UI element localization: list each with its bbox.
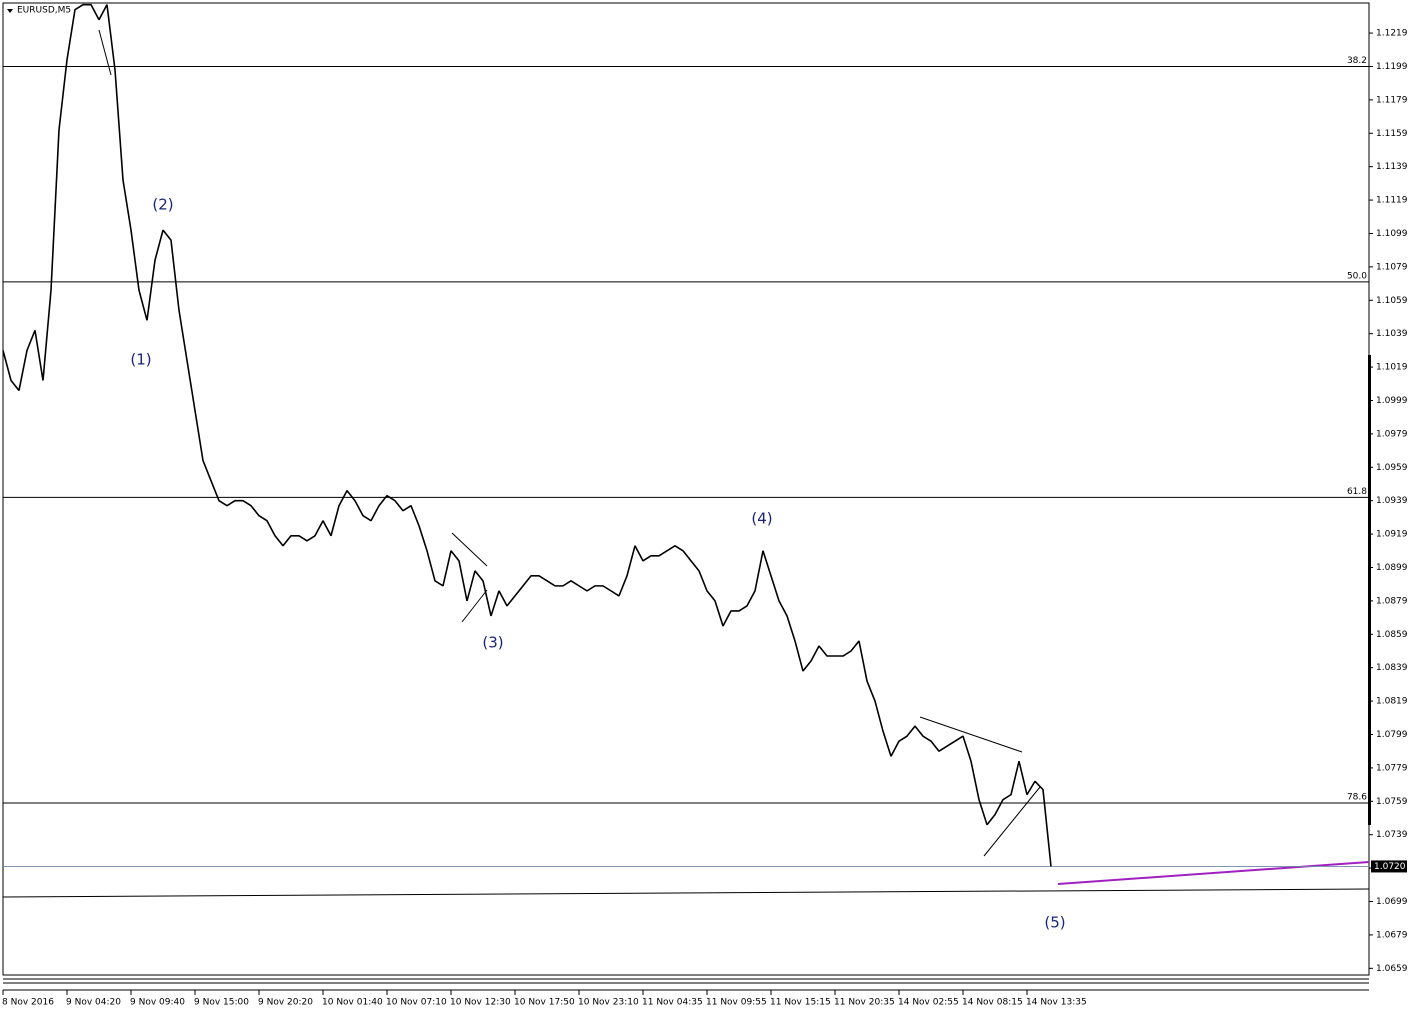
- y-tick-label: 1.0779: [1376, 763, 1408, 773]
- x-tick-label: 9 Nov 04:20: [66, 998, 121, 1008]
- y-tick-label: 1.1159: [1376, 129, 1408, 139]
- trend-line: [98, 29, 112, 76]
- y-tick-label: 1.0659: [1376, 964, 1408, 974]
- y-tick-label: 1.0979: [1376, 429, 1408, 439]
- x-tick-label: 11 Nov 09:55: [706, 998, 767, 1008]
- x-tick-label: 14 Nov 08:15: [962, 998, 1023, 1008]
- y-tick-label: 1.0899: [1376, 563, 1408, 573]
- x-tick-label: 9 Nov 15:00: [194, 998, 249, 1008]
- price-series: [2, 3, 1052, 867]
- trend-line: [1057, 861, 1370, 885]
- y-tick-label: 1.0819: [1376, 697, 1408, 707]
- y-tick-label: 1.1019: [1376, 363, 1408, 373]
- trend-line: [461, 589, 488, 623]
- fib-label: 78.6: [1347, 792, 1367, 802]
- price-box: [1371, 860, 1407, 873]
- y-tick-label: 1.0859: [1376, 630, 1408, 640]
- trend-line: [451, 532, 488, 567]
- wave-label: (1): [130, 351, 151, 369]
- fib-label: 61.8: [1347, 487, 1367, 497]
- wave-label: (5): [1044, 914, 1065, 932]
- x-tick-label: 10 Nov 07:10: [386, 998, 447, 1008]
- x-tick-label: 14 Nov 02:55: [898, 998, 959, 1008]
- y-tick-label: 1.1099: [1376, 229, 1408, 239]
- x-tick-label: 14 Nov 13:35: [1026, 998, 1087, 1008]
- y-tick-label: 1.1119: [1376, 196, 1408, 206]
- x-tick-label: 9 Nov 09:40: [130, 998, 185, 1008]
- y-tick-label: 1.0739: [1376, 830, 1408, 840]
- price-label: 1.0720: [1374, 862, 1406, 872]
- y-tick-label: 1.1079: [1376, 262, 1408, 272]
- y-tick-label: 1.0919: [1376, 530, 1408, 540]
- y-tick-label: 1.1039: [1376, 329, 1408, 339]
- trend-line: [983, 786, 1041, 857]
- y-tick-label: 1.0759: [1376, 797, 1408, 807]
- y-tick-label: 1.0959: [1376, 463, 1408, 473]
- chart-title: EURUSD,M5: [17, 6, 71, 16]
- y-tick-label: 1.1139: [1376, 162, 1408, 172]
- trend-line: [2, 888, 1370, 898]
- y-tick-label: 1.0939: [1376, 496, 1408, 506]
- y-tick-label: 1.1059: [1376, 296, 1408, 306]
- fib-label: 50.0: [1347, 271, 1367, 281]
- x-tick-label: 10 Nov 23:10: [578, 998, 639, 1008]
- trend-line: [919, 716, 1023, 753]
- wave-label: (3): [482, 634, 503, 652]
- y-tick-label: 1.1179: [1376, 95, 1408, 105]
- y-tick-label: 1.1219: [1376, 29, 1408, 39]
- x-tick-label: 11 Nov 20:35: [834, 998, 895, 1008]
- wave-label: (2): [152, 196, 173, 214]
- menu-arrow: [7, 9, 13, 13]
- y-tick-label: 1.0699: [1376, 897, 1408, 907]
- x-tick-label: 10 Nov 12:30: [450, 998, 511, 1008]
- y-tick-label: 1.0999: [1376, 396, 1408, 406]
- plot-frame: [2, 2, 1370, 976]
- y-tick-label: 1.0839: [1376, 663, 1408, 673]
- y-tick-label: 1.1199: [1376, 62, 1408, 72]
- y-tick-label: 1.0879: [1376, 596, 1408, 606]
- wave-label: (4): [751, 510, 772, 528]
- x-tick-label: 8 Nov 2016: [2, 998, 54, 1008]
- x-tick-label: 9 Nov 20:20: [258, 998, 313, 1008]
- y-tick-label: 1.0679: [1376, 930, 1408, 940]
- x-tick-label: 11 Nov 15:15: [770, 998, 831, 1008]
- x-tick-label: 11 Nov 04:35: [642, 998, 703, 1008]
- x-tick-label: 10 Nov 01:40: [322, 998, 383, 1008]
- y-tick-label: 1.0799: [1376, 730, 1408, 740]
- fib-label: 38.2: [1347, 56, 1367, 66]
- x-tick-label: 10 Nov 17:50: [514, 998, 575, 1008]
